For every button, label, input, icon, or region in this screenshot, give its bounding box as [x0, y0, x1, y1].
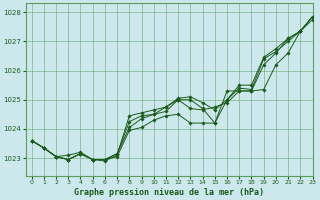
X-axis label: Graphe pression niveau de la mer (hPa): Graphe pression niveau de la mer (hPa) [74, 188, 264, 197]
